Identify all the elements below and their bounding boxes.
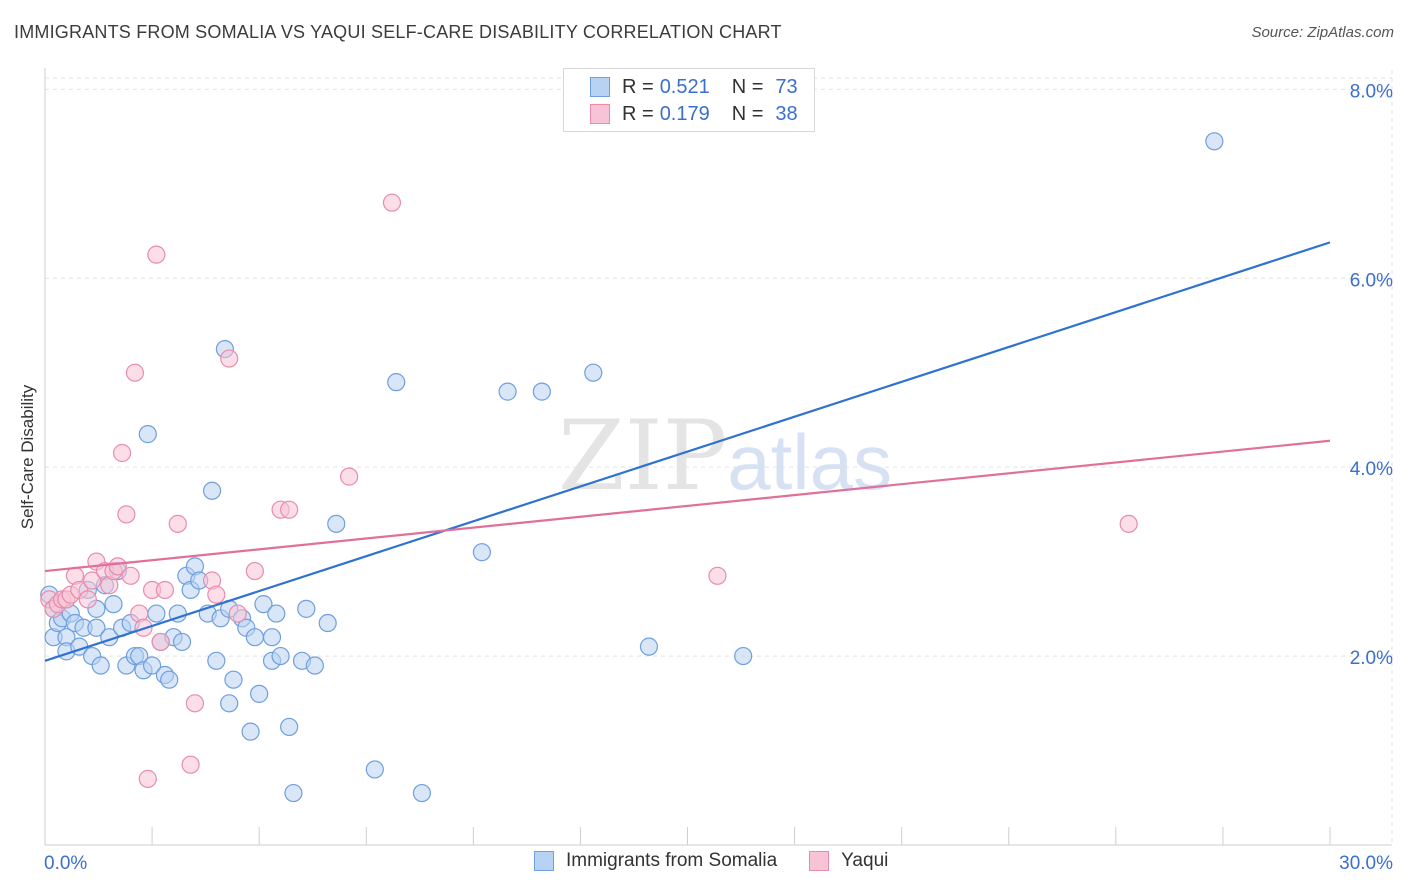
yaqui-point — [185, 694, 205, 713]
somalia-point — [387, 373, 406, 392]
legend-r-value: 0.521 — [659, 75, 710, 98]
somalia-point — [91, 656, 110, 675]
legend-r-label: R = — [622, 75, 654, 98]
somalia-point — [639, 637, 659, 656]
yaqui-point — [78, 590, 97, 609]
yaqui-point — [228, 604, 247, 623]
legend-swatch-yaqui — [590, 104, 610, 124]
yaqui-point — [245, 561, 264, 581]
somalia-point — [245, 628, 264, 647]
legend-label-somalia: Immigrants from Somalia — [566, 850, 778, 871]
yaqui-point — [220, 349, 239, 368]
y-tick-label: 4.0% — [1350, 459, 1393, 480]
yaqui-point — [147, 245, 166, 264]
watermark: ZIPatlas — [558, 400, 892, 512]
series-yaqui-points — [40, 193, 1138, 788]
somalia-point — [267, 604, 286, 623]
somalia-point — [254, 595, 273, 614]
somalia-point — [532, 382, 551, 401]
yaqui-point — [83, 571, 102, 590]
yaqui-point — [125, 363, 145, 382]
somalia-point — [318, 613, 337, 633]
legend-r-label: R = — [622, 102, 654, 125]
yaqui-point — [382, 193, 402, 212]
somalia-point — [104, 595, 123, 614]
somalia-point — [160, 670, 179, 689]
somalia-point — [250, 684, 269, 703]
somalia-point — [1205, 132, 1224, 151]
y-axis-label: Self-Care Disability — [18, 384, 37, 530]
yaqui-point — [138, 769, 157, 788]
somalia-point — [280, 717, 299, 737]
yaqui-trend-line — [44, 439, 1331, 573]
watermark-atlas: atlas — [727, 418, 892, 506]
somalia-point — [327, 514, 346, 533]
somalia-trend-line — [44, 241, 1331, 662]
legend-n-label: N = — [731, 75, 764, 98]
correlation-legend: R = 0.521 N = 73 R = 0.179 N = 38 — [563, 68, 815, 132]
yaqui-point — [151, 632, 170, 652]
somalia-point — [365, 760, 384, 779]
somalia-point — [147, 604, 166, 623]
somalia-point — [262, 628, 282, 647]
somalia-point — [297, 599, 316, 618]
legend-n-value: 73 — [775, 75, 798, 98]
y-tick-label: 6.0% — [1350, 270, 1393, 291]
source-label: Source: ZipAtlas.com — [1251, 24, 1394, 41]
yaqui-point — [117, 505, 136, 524]
legend-r-value: 0.179 — [659, 102, 710, 125]
yaqui-point — [108, 557, 127, 576]
somalia-point — [305, 656, 324, 675]
y-tick-label: 8.0% — [1350, 81, 1393, 102]
tick-labels: 2.0% 4.0% 6.0% 8.0% 0.0% 30.0% — [44, 81, 1393, 874]
legend-swatch-yaqui — [809, 851, 830, 871]
yaqui-point — [181, 755, 200, 774]
chart-title: IMMIGRANTS FROM SOMALIA VS YAQUI SELF-CA… — [14, 22, 782, 42]
legend-row-yaqui: R = 0.179 N = 38 — [590, 101, 798, 127]
yaqui-point — [280, 500, 299, 519]
somalia-point — [220, 694, 239, 713]
legend-label-yaqui: Yaqui — [841, 850, 889, 871]
somalia-point — [284, 783, 303, 803]
somalia-point — [734, 646, 753, 666]
yaqui-point — [207, 585, 226, 604]
series-somalia-points — [40, 132, 1224, 803]
legend-item-somalia: Immigrants from Somalia — [534, 850, 777, 872]
yaqui-point — [340, 467, 359, 486]
watermark-zip: ZIP — [558, 400, 728, 512]
y-tick-label: 2.0% — [1350, 648, 1393, 669]
legend-swatch-somalia — [534, 851, 554, 871]
somalia-point — [138, 425, 157, 444]
somalia-point — [241, 722, 260, 741]
somalia-point — [142, 656, 162, 675]
somalia-point — [224, 670, 243, 689]
somalia-point — [172, 632, 192, 652]
trend-lines — [44, 241, 1331, 662]
somalia-point — [87, 618, 106, 637]
legend-swatch-somalia — [590, 77, 610, 97]
legend-item-yaqui: Yaqui — [809, 850, 888, 872]
yaqui-point — [1119, 514, 1138, 533]
somalia-point — [207, 651, 226, 670]
series-legend: Immigrants from Somalia Yaqui — [534, 850, 920, 872]
x-tick-label: 0.0% — [44, 853, 87, 874]
legend-n-label: N = — [731, 102, 764, 125]
somalia-point — [202, 481, 222, 500]
legend-n-value: 38 — [775, 102, 798, 125]
somalia-point — [472, 543, 491, 562]
axes — [44, 68, 1392, 846]
yaqui-point — [708, 566, 727, 585]
yaqui-point — [112, 443, 132, 463]
yaqui-point — [121, 566, 140, 585]
somalia-point — [271, 646, 290, 666]
somalia-point — [498, 382, 517, 401]
x-tick-label: 30.0% — [1339, 853, 1393, 874]
yaqui-point — [155, 580, 175, 600]
yaqui-point — [168, 514, 187, 533]
legend-row-somalia: R = 0.521 N = 73 — [590, 74, 798, 100]
somalia-point — [584, 363, 603, 382]
somalia-point — [412, 783, 432, 803]
